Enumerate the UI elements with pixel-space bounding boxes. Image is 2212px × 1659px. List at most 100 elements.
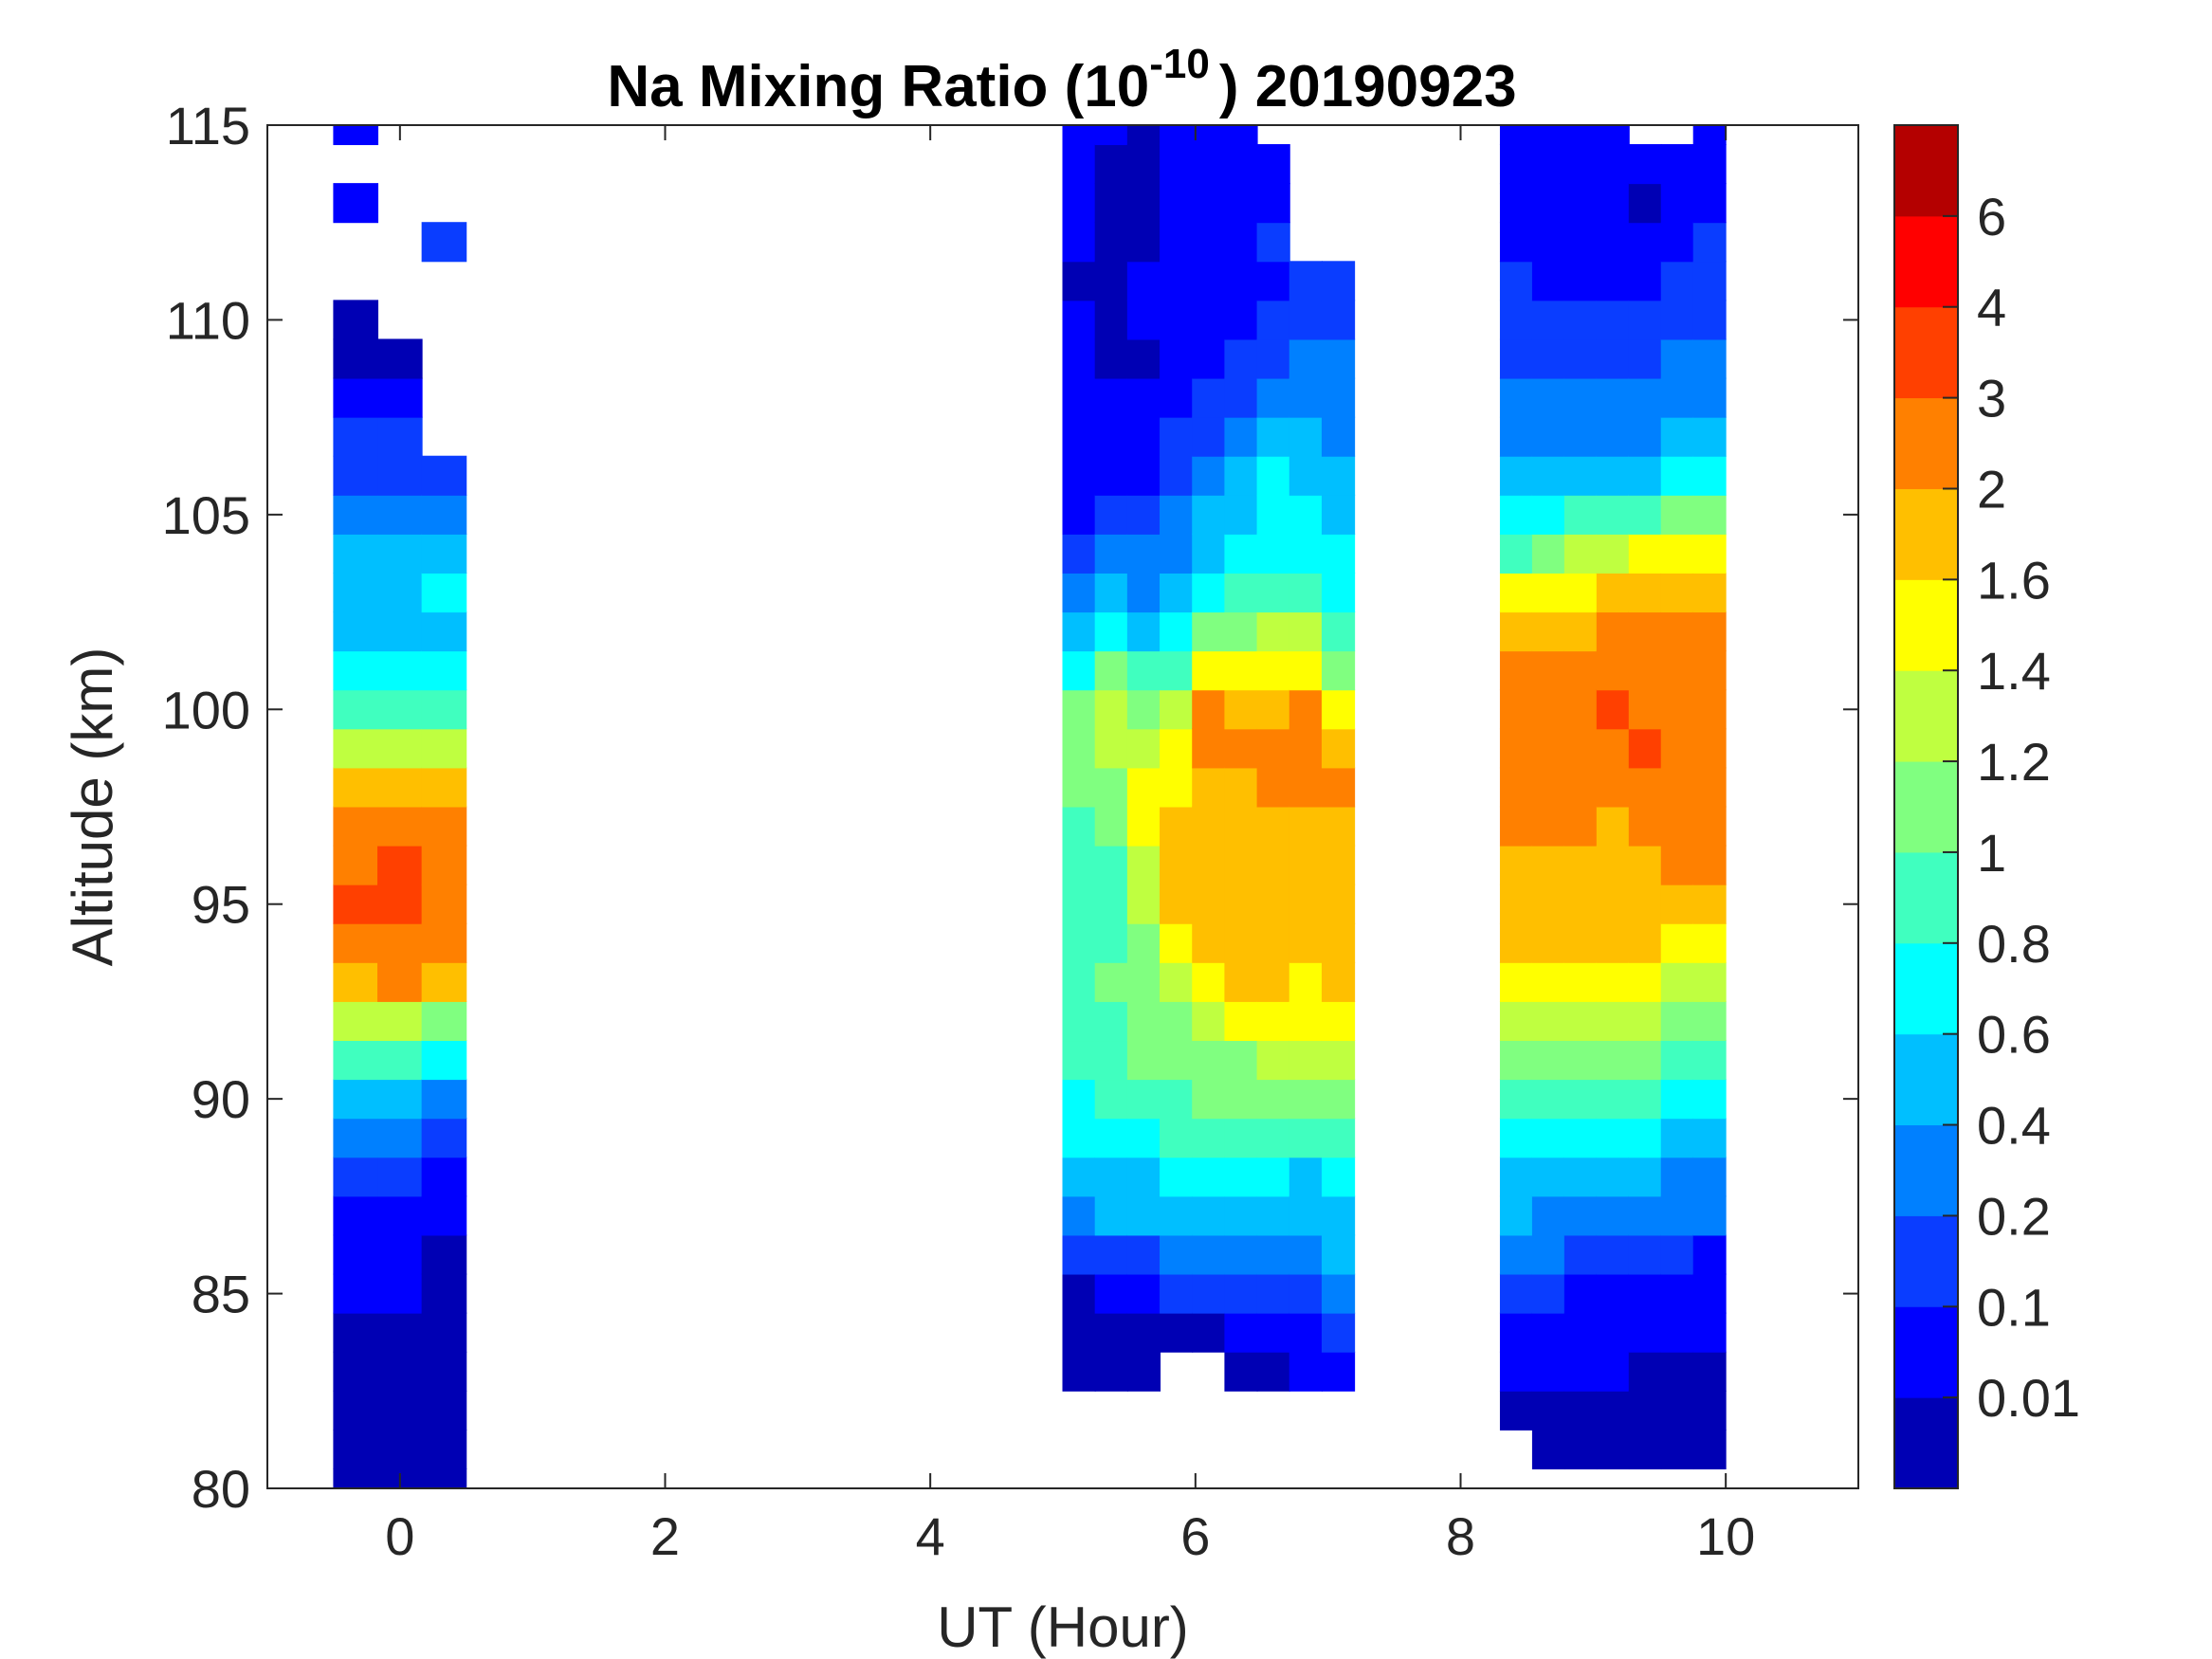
contour-cell bbox=[1563, 1040, 1598, 1081]
contour-cell bbox=[1692, 455, 1727, 496]
contour-cell bbox=[377, 1157, 423, 1197]
contour-cell bbox=[1628, 1000, 1662, 1042]
contour-cell bbox=[1289, 611, 1323, 652]
contour-cell bbox=[1660, 377, 1694, 418]
contour-cell bbox=[421, 1118, 467, 1158]
contour-cell bbox=[1499, 611, 1533, 652]
contour-cell bbox=[1224, 1040, 1258, 1081]
contour-cell bbox=[1062, 144, 1096, 185]
contour-cell bbox=[333, 611, 379, 652]
contour-cell bbox=[1289, 1351, 1323, 1392]
contour-cell bbox=[333, 961, 379, 1002]
contour-cell bbox=[1499, 1040, 1533, 1081]
contour-cell bbox=[1628, 377, 1662, 418]
contour-cell bbox=[1256, 261, 1290, 301]
contour-cell bbox=[1256, 728, 1290, 769]
contour-cell bbox=[1499, 416, 1533, 457]
contour-cell bbox=[421, 650, 467, 691]
contour-cell bbox=[1660, 767, 1694, 808]
contour-cell bbox=[1062, 222, 1096, 263]
contour-cell bbox=[1628, 650, 1662, 691]
contour-cell bbox=[333, 1468, 379, 1489]
contour-cell bbox=[1126, 689, 1161, 730]
contour-cell bbox=[1596, 728, 1630, 769]
contour-cell bbox=[1321, 1312, 1356, 1353]
contour-cell bbox=[1596, 1234, 1630, 1275]
contour-cell bbox=[1126, 455, 1161, 496]
contour-cell bbox=[1531, 1195, 1565, 1236]
contour-cell bbox=[1126, 806, 1161, 847]
contour-cell bbox=[421, 1000, 467, 1042]
contour-cell bbox=[1692, 1351, 1727, 1392]
contour-cell bbox=[1062, 611, 1096, 652]
contour-cell bbox=[1499, 261, 1533, 301]
y-tick-label: 95 bbox=[192, 875, 250, 935]
contour-cell bbox=[1499, 689, 1533, 730]
contour-cell bbox=[333, 377, 379, 418]
contour-cell bbox=[1192, 1000, 1226, 1042]
contour-cell bbox=[1256, 533, 1290, 574]
contour-cell bbox=[1224, 144, 1258, 185]
contour-cell bbox=[1596, 338, 1630, 379]
contour-cell bbox=[1563, 572, 1598, 613]
contour-cell bbox=[377, 572, 423, 613]
contour-cell bbox=[333, 922, 379, 963]
contour-cell bbox=[1094, 1312, 1128, 1353]
colorbar-band bbox=[1894, 1033, 1958, 1126]
contour-cell bbox=[1628, 338, 1662, 379]
contour-cell bbox=[1628, 611, 1662, 652]
contour-cell bbox=[377, 533, 423, 574]
contour-cell bbox=[1692, 1079, 1727, 1120]
colorbar-tick-label: 1.2 bbox=[1977, 732, 2051, 792]
contour-cell bbox=[1660, 961, 1694, 1002]
contour-cell bbox=[1596, 455, 1630, 496]
contour-cell bbox=[1160, 728, 1194, 769]
contour-cell bbox=[1192, 1273, 1226, 1314]
contour-cell bbox=[1289, 455, 1323, 496]
contour-cell bbox=[1499, 1118, 1533, 1158]
contour-cell bbox=[1126, 1195, 1161, 1236]
contour-field bbox=[333, 124, 1727, 1489]
contour-cell bbox=[1660, 1118, 1694, 1158]
contour-cell bbox=[1062, 124, 1096, 146]
contour-cell bbox=[1499, 1234, 1533, 1275]
contour-cell bbox=[1160, 222, 1194, 263]
contour-cell bbox=[377, 961, 423, 1002]
contour-cell bbox=[333, 1079, 379, 1120]
contour-cell bbox=[1628, 1195, 1662, 1236]
contour-cell bbox=[1062, 1079, 1096, 1120]
contour-cell bbox=[1192, 300, 1226, 340]
contour-cell bbox=[1531, 455, 1565, 496]
contour-cell bbox=[1563, 884, 1598, 924]
contour-cell bbox=[1596, 416, 1630, 457]
contour-cell bbox=[1224, 261, 1258, 301]
contour-cell bbox=[1289, 261, 1323, 301]
contour-cell bbox=[1531, 1234, 1565, 1275]
contour-cell bbox=[1192, 222, 1226, 263]
contour-cell bbox=[377, 650, 423, 691]
contour-cell bbox=[1256, 494, 1290, 535]
contour-cell bbox=[1289, 572, 1323, 613]
contour-cell bbox=[1224, 767, 1258, 808]
contour-cell bbox=[1224, 455, 1258, 496]
contour-cell bbox=[333, 1000, 379, 1042]
colorbar-tick-label: 0.01 bbox=[1977, 1368, 2080, 1428]
contour-cell bbox=[1160, 961, 1194, 1002]
contour-cell bbox=[1192, 961, 1226, 1002]
contour-cell bbox=[1596, 884, 1630, 924]
contour-cell bbox=[421, 767, 467, 808]
y-tick-label: 80 bbox=[192, 1459, 250, 1519]
contour-cell bbox=[421, 572, 467, 613]
x-tick-label: 10 bbox=[1696, 1506, 1755, 1566]
contour-cell bbox=[1321, 806, 1356, 847]
x-tick-label: 0 bbox=[385, 1506, 414, 1566]
contour-cell bbox=[1094, 338, 1128, 379]
colorbar-tick-label: 0.2 bbox=[1977, 1186, 2051, 1246]
contour-cell bbox=[1563, 494, 1598, 535]
contour-cell bbox=[1256, 845, 1290, 885]
contour-cell bbox=[333, 572, 379, 613]
contour-cell bbox=[1062, 806, 1096, 847]
contour-cell bbox=[1596, 144, 1630, 185]
contour-cell bbox=[421, 1157, 467, 1197]
contour-cell bbox=[1596, 124, 1630, 146]
